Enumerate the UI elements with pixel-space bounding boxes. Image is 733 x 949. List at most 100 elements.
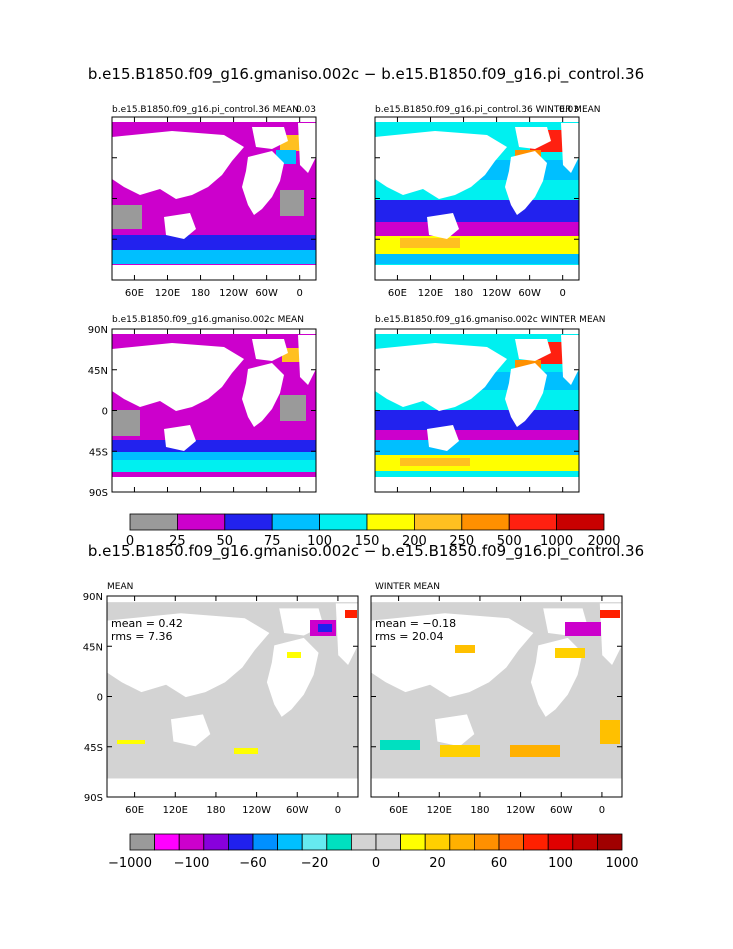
colorbar-label: 150	[355, 534, 380, 549]
colorbar-bottom: −1000 −100 −60 −20 0 20 60 100 1000	[108, 833, 639, 871]
x-tick-label: 0	[296, 288, 302, 299]
y-tick-label: 45S	[89, 447, 108, 458]
colorbar-swatch	[461, 513, 510, 531]
panel-f: WINTER MEAN mean = −0.18 rms = 20.04	[370, 582, 623, 798]
panel-d-band-orange	[400, 458, 470, 466]
x-tick-label: 120W	[482, 288, 511, 299]
colorbar-label: 25	[169, 534, 186, 549]
x-tick-label: 60E	[125, 288, 144, 299]
colorbar-label: 20	[429, 856, 446, 871]
panel-d-band-3	[375, 430, 579, 440]
colorbar-label: 100	[548, 856, 573, 871]
colorbar-label: 250	[449, 534, 474, 549]
x-tick-label: 0	[559, 288, 565, 299]
colorbar-swatch	[400, 833, 426, 851]
colorbar-label: 0	[126, 534, 134, 549]
y-tick-label: 45N	[88, 366, 108, 377]
panel-d: b.e15.B1850.f09_g16.gmaniso.002c WINTER …	[374, 315, 606, 493]
panel-b: b.e15.B1850.f09_g16.pi_control.36 WINTER…	[374, 105, 601, 281]
y-tick-label: 90S	[89, 488, 108, 499]
panel-d-title: b.e15.B1850.f09_g16.gmaniso.002c WINTER …	[375, 315, 606, 325]
panel-a: b.e15.B1850.f09_g16.pi_control.36 MEAN 0…	[111, 105, 317, 281]
y-tick-label: 0	[102, 407, 108, 418]
panel-f-anomaly-3	[455, 645, 475, 653]
colorbar-label: 500	[497, 534, 522, 549]
colorbar-swatch	[523, 833, 549, 851]
colorbar-top: 0 25 50 75 100 150 200 250 500 1000 2000	[126, 513, 621, 549]
panel-b-band-2	[375, 200, 579, 222]
x-tick-label: 180	[454, 288, 473, 299]
colorbar-label: 0	[372, 856, 380, 871]
colorbar-label: −20	[301, 856, 328, 871]
colorbar-swatch	[271, 513, 321, 531]
colorbar-swatch	[413, 513, 463, 531]
colorbar-swatch	[301, 833, 328, 851]
colorbar-swatch	[449, 833, 475, 851]
x-tick-label: 180	[206, 805, 225, 816]
colorbar-swatch	[508, 513, 558, 531]
panel-f-anomaly-6	[510, 745, 560, 757]
colorbar-swatch	[129, 833, 156, 851]
colorbar-label: 1000	[540, 534, 573, 549]
x-tick-label: 0	[599, 805, 605, 816]
colorbar-swatch	[473, 833, 500, 851]
panel-e-anomaly-4	[234, 748, 258, 754]
x-tick-label: 180	[470, 805, 489, 816]
axis-ticks: 60E 120E 180 120W 60W 0 60E 120E 180 120W 60W 0 90N 4…	[83, 116, 622, 816]
panel-c-title: b.e15.B1850.f09_g16.gmaniso.002c MEAN	[112, 315, 304, 325]
panel-e-rms: rms = 7.36	[111, 630, 172, 643]
panel-c-grey-patch	[112, 410, 140, 436]
colorbar-label: −1000	[108, 856, 152, 871]
panel-f-anomaly-1	[565, 622, 601, 636]
panel-d-band-2	[375, 410, 579, 430]
colorbar-swatch	[350, 833, 377, 851]
panel-a-grey-patch-2	[280, 190, 304, 216]
panel-f-anomaly-8	[440, 745, 480, 757]
x-tick-label: 180	[191, 288, 210, 299]
x-tick-label: 0	[335, 805, 341, 816]
panel-e-anomaly-6	[345, 610, 357, 618]
y-tick-label: 0	[97, 693, 103, 704]
panel-a-title: b.e15.B1850.f09_g16.pi_control.36 MEAN	[112, 105, 299, 115]
x-tick-label: 120E	[163, 805, 188, 816]
x-tick-label: 120W	[219, 288, 248, 299]
colorbar-swatch	[319, 513, 368, 531]
colorbar-label: 100	[307, 534, 332, 549]
colorbar-swatch	[547, 833, 574, 851]
colorbar-swatch	[597, 833, 623, 851]
panel-f-anomaly-2	[600, 610, 620, 618]
colorbar-swatch	[203, 833, 229, 851]
top-title: b.e15.B1850.f09_g16.gmaniso.002c − b.e15…	[88, 65, 644, 84]
x-tick-label: 60W	[518, 288, 541, 299]
panel-a-band-cyan	[112, 250, 316, 264]
colorbar-label: −100	[174, 856, 210, 871]
x-tick-label: 60W	[255, 288, 278, 299]
panel-f-rms: rms = 20.04	[375, 630, 443, 643]
colorbar-label: 60	[491, 856, 508, 871]
panel-b-band-orange	[400, 238, 460, 248]
colorbar-swatch	[224, 513, 273, 531]
panel-f-anomaly-5	[600, 720, 620, 744]
panel-e-anomaly-5	[117, 740, 145, 744]
colorbar-swatch	[154, 833, 180, 851]
colorbar-label: 1000	[605, 856, 638, 871]
colorbar-swatch	[277, 833, 303, 851]
panel-e-mean: mean = 0.42	[111, 617, 183, 630]
panel-f-anomaly-7	[380, 740, 420, 750]
colorbar-label: 75	[264, 534, 281, 549]
panel-f-mean: mean = −0.18	[375, 617, 456, 630]
x-tick-label: 60E	[125, 805, 144, 816]
panel-e: MEAN mean = 0.42 rms = 7.36	[106, 582, 359, 798]
bottom-title: b.e15.B1850.f09_g16.gmaniso.002c − b.e15…	[88, 542, 644, 561]
colorbar-swatch	[556, 513, 605, 531]
y-tick-label: 90N	[83, 592, 103, 603]
x-tick-label: 120W	[506, 805, 535, 816]
panel-b-band-3	[375, 222, 579, 236]
colorbar-swatch	[129, 513, 178, 531]
colorbar-swatch	[498, 833, 525, 851]
panel-e-anomaly-2	[318, 624, 332, 632]
x-tick-label: 120W	[242, 805, 271, 816]
colorbar-swatch	[178, 833, 205, 851]
panel-f-title: WINTER MEAN	[375, 582, 440, 592]
